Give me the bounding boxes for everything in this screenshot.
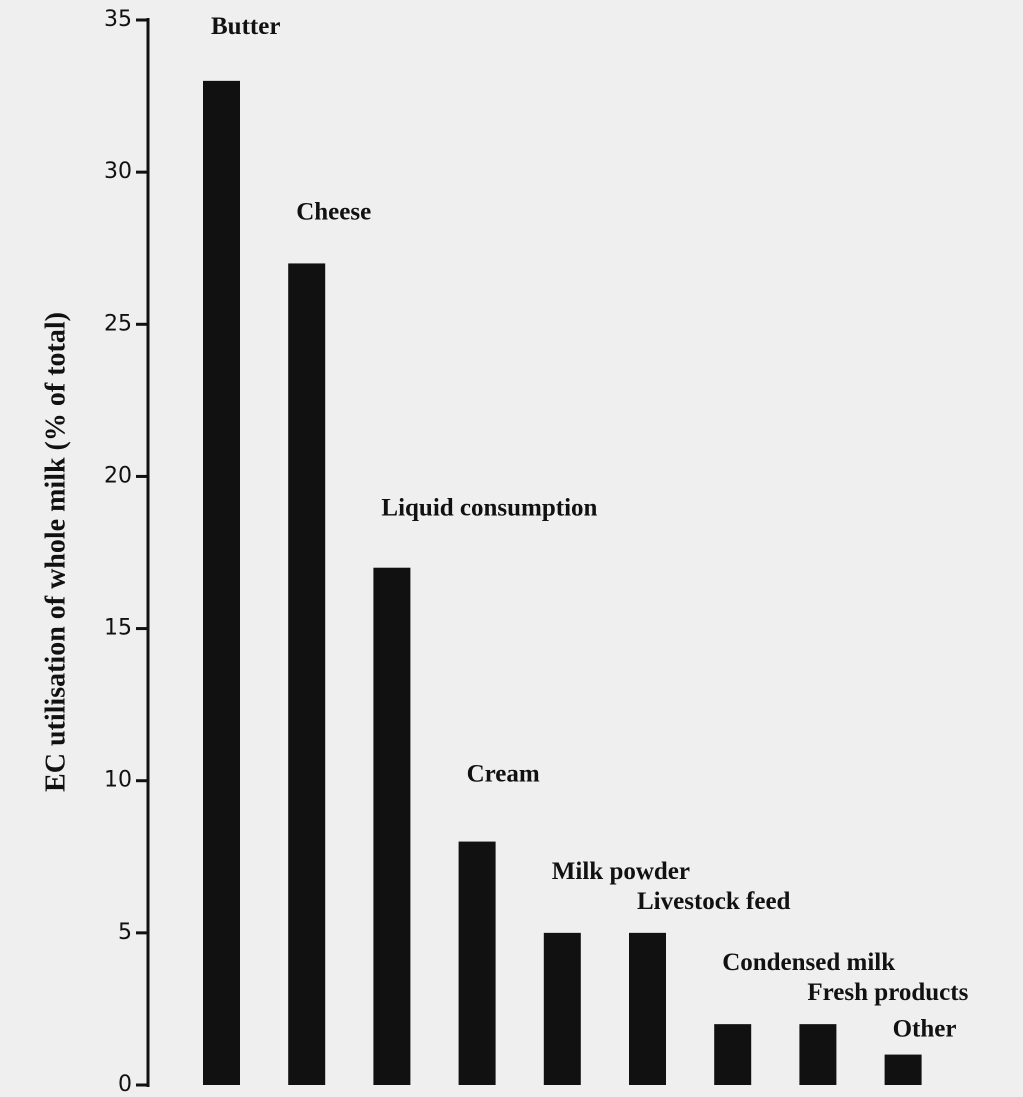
y-tick-label: 25 — [104, 311, 132, 336]
bar — [373, 567, 411, 1085]
bar-label: Livestock feed — [637, 888, 791, 915]
y-tick-label: 20 — [104, 463, 132, 488]
bar — [458, 841, 496, 1085]
y-tick-label: 10 — [104, 768, 132, 793]
bar — [288, 263, 326, 1085]
bar — [203, 80, 240, 1086]
bar — [799, 1024, 837, 1085]
bar — [884, 1054, 922, 1085]
y-tick-label: 15 — [104, 616, 132, 641]
bar — [714, 1024, 752, 1085]
y-tick-label: 35 — [104, 7, 132, 32]
y-tick-label: 0 — [118, 1072, 132, 1097]
bar-label: Liquid consumption — [381, 495, 597, 522]
bar-label: Milk powder — [552, 858, 690, 885]
bar-label: Other — [893, 1016, 957, 1043]
y-axis-label: EC utilisation of whole milk (% of total… — [40, 312, 71, 792]
y-tick-label: 30 — [104, 159, 132, 184]
bar — [629, 932, 666, 1085]
bar-label: Butter — [211, 13, 280, 40]
y-tick-label: 5 — [118, 920, 132, 945]
bar — [543, 932, 581, 1085]
bar-label: Cheese — [296, 198, 371, 225]
bar-label: Condensed milk — [722, 949, 895, 976]
bar-label: Fresh products — [807, 979, 968, 1006]
bar-label: Cream — [467, 761, 540, 788]
